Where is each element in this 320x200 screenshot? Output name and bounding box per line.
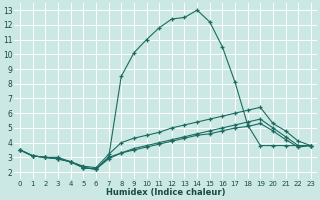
X-axis label: Humidex (Indice chaleur): Humidex (Indice chaleur) [106, 188, 225, 197]
